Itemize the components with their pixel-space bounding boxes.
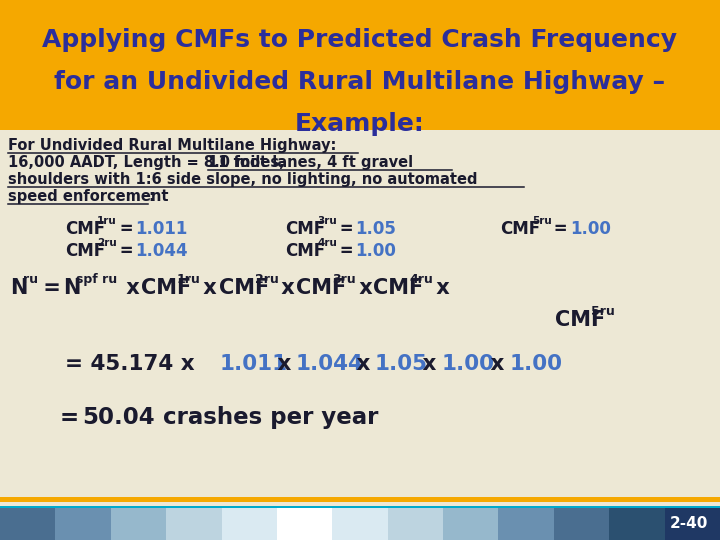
Text: =: = [114,242,139,260]
Bar [0,497,720,502]
Text: For Undivided Rural Multilane Highway:: For Undivided Rural Multilane Highway: [8,138,336,153]
Text: 1.011: 1.011 [135,220,188,238]
Text: CMF: CMF [500,220,540,238]
Text: ru: ru [23,273,38,286]
Text: 11 foot lanes, 4 ft gravel: 11 foot lanes, 4 ft gravel [208,155,413,170]
Bar [222,508,277,540]
Text: CMF: CMF [285,242,325,260]
Bar [387,508,444,540]
Text: 5ru: 5ru [591,305,615,318]
Text: 3ru: 3ru [317,216,337,226]
Text: Applying CMFs to Predicted Crash Frequency: Applying CMFs to Predicted Crash Frequen… [42,28,678,52]
Text: =: = [333,242,359,260]
Text: CMF: CMF [65,220,105,238]
Text: 16,000 AADT, Length = 8.0 miles,: 16,000 AADT, Length = 8.0 miles, [8,155,290,170]
Text: 1.00: 1.00 [510,354,563,374]
Bar [443,508,499,540]
Text: 1ru: 1ru [97,216,117,226]
Text: 1.00: 1.00 [442,354,495,374]
Text: shoulders with 1:6 side slope, no lighting, no automated: shoulders with 1:6 side slope, no lighti… [8,172,477,187]
Text: x: x [349,354,378,374]
Bar [166,508,222,540]
Bar [0,508,720,540]
Text: =: = [333,220,359,238]
Text: x: x [119,278,147,298]
Text: 4ru: 4ru [410,273,433,286]
Bar [277,508,333,540]
Text: 1.00: 1.00 [570,220,611,238]
Text: 50.04: 50.04 [82,406,155,429]
Bar [498,508,554,540]
Bar [111,508,166,540]
Text: 2ru: 2ru [254,273,278,286]
Text: N: N [63,278,81,298]
Text: x: x [351,278,379,298]
Text: x: x [270,354,299,374]
Bar [0,508,56,540]
Text: x: x [274,278,302,298]
Text: Example:: Example: [295,112,425,136]
Text: CMF: CMF [296,278,346,298]
Bar [0,505,720,508]
Text: 1.00: 1.00 [356,242,397,260]
Text: =: = [114,220,139,238]
Text: speed enforcement: speed enforcement [8,189,168,204]
Text: crashes per year: crashes per year [155,406,379,429]
Text: 1.044: 1.044 [135,242,188,260]
Text: 1.05: 1.05 [356,220,397,238]
Text: 1ru: 1ru [177,273,201,286]
Bar [333,508,388,540]
Text: 4ru: 4ru [317,238,337,248]
Text: CMF: CMF [218,278,269,298]
Bar [609,508,665,540]
Text: x: x [429,278,450,298]
Text: spf ru: spf ru [76,273,117,286]
Bar [665,508,720,540]
Text: =: = [60,406,87,429]
Text: = 45.174 x: = 45.174 x [65,354,202,374]
Text: CMF: CMF [285,220,325,238]
Text: 2ru: 2ru [97,238,117,248]
Bar [0,0,720,130]
Text: 1.011: 1.011 [220,354,288,374]
Text: CMF: CMF [374,278,424,298]
Text: :: : [148,189,154,204]
Text: =: = [549,220,574,238]
Text: x: x [415,354,444,374]
Text: 1.05: 1.05 [375,354,428,374]
Text: N: N [10,278,27,298]
Text: 3ru: 3ru [332,273,356,286]
Text: x: x [483,354,512,374]
Text: 2-40: 2-40 [670,516,708,531]
Text: CMF: CMF [141,278,192,298]
Text: 1.044: 1.044 [296,354,364,374]
Text: CMF: CMF [555,310,606,330]
Bar [55,508,112,540]
Text: x: x [197,278,225,298]
Text: for an Undivided Rural Multilane Highway –: for an Undivided Rural Multilane Highway… [55,70,665,94]
Text: =: = [36,278,68,298]
Bar [554,508,610,540]
Text: CMF: CMF [65,242,105,260]
Text: 5ru: 5ru [532,216,552,226]
